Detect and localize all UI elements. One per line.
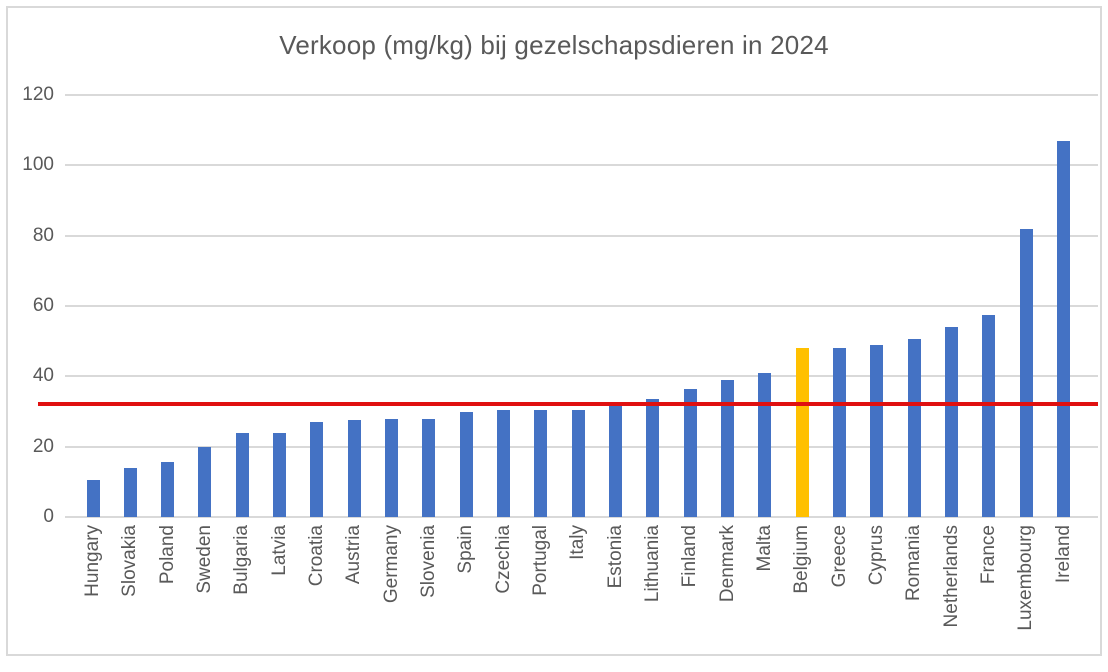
bar-belgium xyxy=(795,348,809,517)
x-axis-category-label-ireland: Ireland xyxy=(1052,525,1074,584)
x-axis-category-label-spain: Spain xyxy=(455,525,477,574)
gridline-40 xyxy=(65,375,1098,378)
bar-malta xyxy=(758,372,772,517)
bar-croatia xyxy=(310,422,324,517)
bar-bulgaria xyxy=(235,432,249,517)
bar-romania xyxy=(907,339,921,517)
bar-spain xyxy=(459,411,473,517)
chart-border xyxy=(6,6,1102,656)
gridline-120 xyxy=(65,94,1098,96)
bar-slovenia xyxy=(422,418,436,517)
gridline-60 xyxy=(65,305,1098,307)
x-axis-line xyxy=(65,516,1098,518)
bar-austria xyxy=(347,420,361,517)
bar-greece xyxy=(833,348,847,517)
bar-luxembourg xyxy=(1019,228,1033,517)
bar-denmark xyxy=(721,379,735,517)
x-axis-category-label-netherlands: Netherlands xyxy=(940,525,962,628)
gridline-80 xyxy=(65,234,1098,237)
x-axis-category-label-austria: Austria xyxy=(343,525,365,585)
bar-lithuania xyxy=(646,399,660,517)
bar-portugal xyxy=(534,409,548,517)
y-axis-tick-label-120: 120 xyxy=(22,84,54,105)
x-axis-category-label-croatia: Croatia xyxy=(305,525,327,587)
y-axis-tick-label-20: 20 xyxy=(32,435,54,457)
x-axis-category-label-czechia: Czechia xyxy=(492,525,514,594)
bar-finland xyxy=(683,388,697,517)
x-axis-category-label-luxembourg: Luxembourg xyxy=(1015,525,1037,631)
x-axis-category-label-hungary: Hungary xyxy=(82,525,103,597)
x-axis-category-label-sweden: Sweden xyxy=(193,525,215,594)
x-axis-category-label-denmark: Denmark xyxy=(716,525,738,603)
x-axis-category-label-cyprus: Cyprus xyxy=(865,525,887,586)
bar-estonia xyxy=(609,406,623,517)
reference-line xyxy=(38,402,1098,407)
bar-france xyxy=(982,314,996,517)
bar-ireland xyxy=(1057,140,1071,517)
x-axis-category-label-malta: Malta xyxy=(753,525,775,572)
x-axis-category-label-belgium: Belgium xyxy=(791,525,813,594)
x-axis-category-label-poland: Poland xyxy=(156,525,178,585)
y-axis-tick-label-0: 0 xyxy=(43,506,54,527)
x-axis-category-label-lithuania: Lithuania xyxy=(641,525,663,603)
chart-title: Verkoop (mg/kg) bij gezelschapsdieren in… xyxy=(279,30,829,60)
bar-hungary xyxy=(86,480,100,517)
bar-latvia xyxy=(273,432,287,517)
y-axis-tick-label-100: 100 xyxy=(22,154,54,176)
y-axis-tick-label-80: 80 xyxy=(32,224,54,246)
x-axis-category-label-slovakia: Slovakia xyxy=(119,525,141,597)
bar-germany xyxy=(385,418,399,517)
x-axis-category-label-bulgaria: Bulgaria xyxy=(231,525,253,595)
x-axis-category-label-romania: Romania xyxy=(903,525,925,602)
x-axis-category-label-germany: Germany xyxy=(380,525,402,604)
x-axis-category-label-portugal: Portugal xyxy=(529,525,551,596)
x-axis-category-label-latvia: Latvia xyxy=(268,525,290,576)
x-axis-category-label-italy: Italy xyxy=(567,525,589,560)
bar-sweden xyxy=(198,446,212,517)
bar-italy xyxy=(571,409,585,517)
y-axis-tick-label-60: 60 xyxy=(32,295,54,316)
x-axis-category-label-finland: Finland xyxy=(679,525,701,588)
x-axis-category-label-estonia: Estonia xyxy=(604,525,626,589)
gridline-100 xyxy=(65,164,1098,167)
bar-czechia xyxy=(497,409,511,517)
x-axis-category-label-france: France xyxy=(977,525,999,585)
x-axis-category-label-slovenia: Slovenia xyxy=(417,525,439,598)
bar-poland xyxy=(161,462,175,517)
bar-netherlands xyxy=(945,327,959,517)
bar-cyprus xyxy=(870,344,884,517)
x-axis-category-label-greece: Greece xyxy=(828,525,850,588)
bar-slovakia xyxy=(123,467,137,517)
y-axis-tick-label-40: 40 xyxy=(32,365,54,387)
